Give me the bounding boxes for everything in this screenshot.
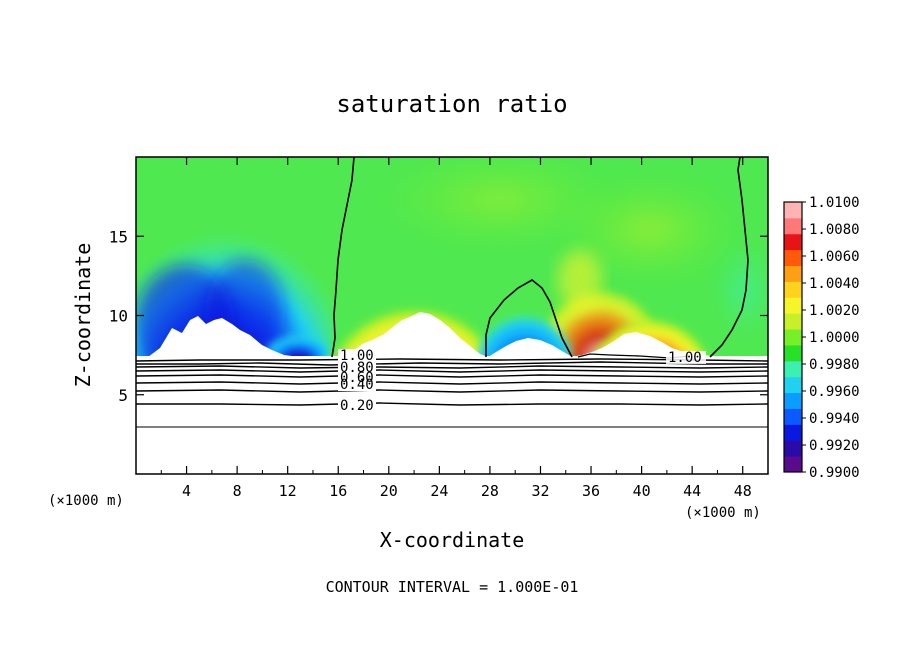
colorbar-label: 0.9980 xyxy=(809,357,860,373)
terrain-contours xyxy=(136,358,768,428)
field-light-green-patch xyxy=(380,157,620,250)
colorbar-swatch xyxy=(784,297,802,314)
y-tick-label: 10 xyxy=(109,307,128,326)
contour-line xyxy=(136,381,768,385)
colorbar-swatch xyxy=(784,217,802,235)
contour-label: 1.00 xyxy=(340,348,374,364)
x-tick-label: 36 xyxy=(582,482,600,500)
x-tick-label: 8 xyxy=(233,482,242,500)
colorbar-swatch xyxy=(784,233,802,251)
contour-label-bg xyxy=(338,379,376,391)
x-tick-label: 44 xyxy=(683,482,701,500)
contour-line xyxy=(136,389,768,393)
contour-label: 1.00 xyxy=(668,350,702,366)
y-axis-label: Z-coordinate xyxy=(71,243,95,388)
colorbar: 1.0100 1.0080 1.0060 1.0040 1.0020 1.0000 0.99… xyxy=(783,195,860,481)
colorbar-swatch xyxy=(784,265,802,282)
colorbar-label: 1.0000 xyxy=(809,330,860,346)
x-tick-label: 24 xyxy=(430,482,448,500)
colorbar-label: 0.9920 xyxy=(809,438,860,454)
ground-fill xyxy=(136,356,768,474)
colorbar-swatch xyxy=(784,329,802,346)
colorbar-label: 0.9900 xyxy=(809,465,860,481)
x-tick-label: 20 xyxy=(380,482,398,500)
colorbar-label: 1.0020 xyxy=(809,303,860,319)
colorbar-label: 0.9960 xyxy=(809,384,860,400)
contour-label: 0.80 xyxy=(340,360,374,376)
x-unit-label-left: (×1000 m) xyxy=(48,493,124,509)
yellow-patch xyxy=(558,250,602,310)
x-tick-label: 28 xyxy=(481,482,499,500)
plot-area xyxy=(136,157,768,474)
x-tick-label: 48 xyxy=(734,482,752,500)
field-light-green-patch xyxy=(560,175,740,285)
colorbar-swatch xyxy=(784,344,802,362)
colorbar-swatch xyxy=(784,281,802,298)
x-tick-label: 4 xyxy=(182,482,191,500)
chart-title: saturation ratio xyxy=(336,90,567,118)
colorbar-swatch xyxy=(784,440,802,457)
colorbar-swatch xyxy=(784,360,802,378)
y-tick-label: 15 xyxy=(109,227,128,246)
colorbar-swatch xyxy=(784,313,802,330)
contour-label: 0.60 xyxy=(340,370,374,386)
contour-label-bg xyxy=(338,398,376,410)
contour-line-1-00 xyxy=(485,279,573,358)
colorbar-swatch xyxy=(784,456,802,473)
x-tick-label: 12 xyxy=(279,482,297,500)
contour-label-bg xyxy=(338,349,376,361)
colorbar-swatch xyxy=(784,408,802,425)
colorbar-label: 1.0100 xyxy=(809,195,860,211)
contour-label: 0.40 xyxy=(340,377,374,393)
x-tick-label: 16 xyxy=(329,482,347,500)
contour-line-1-00 xyxy=(709,157,749,358)
contour-line xyxy=(136,369,768,373)
y-axis: 5 10 15 xyxy=(109,227,768,405)
contour-label-bg xyxy=(666,351,706,364)
contour-label-bg xyxy=(338,362,376,374)
contour-label: 0.20 xyxy=(340,398,374,414)
colorbar-label: 1.0040 xyxy=(809,276,860,292)
x-tick-label: 40 xyxy=(633,482,651,500)
y-tick-label: 5 xyxy=(118,386,128,405)
x-axis-label: X-coordinate xyxy=(380,528,525,552)
colorbar-label: 1.0080 xyxy=(809,222,860,238)
colorbar-swatch xyxy=(784,202,802,219)
contour-line xyxy=(136,374,768,378)
contour-interval-note: CONTOUR INTERVAL = 1.000E-01 xyxy=(326,578,579,596)
colorbar-swatch xyxy=(784,424,802,441)
x-unit-label-right: (×1000 m) xyxy=(685,505,761,521)
field-teal-patch xyxy=(705,230,768,350)
contour-line xyxy=(136,402,768,406)
colorbar-swatch xyxy=(784,392,802,409)
colorbar-swatch xyxy=(784,376,802,394)
contour-line xyxy=(136,365,768,369)
x-axis: 4 8 12 16 20 24 28 32 36 40 44 48 xyxy=(160,157,752,500)
contour-line-1-00 xyxy=(331,157,355,358)
x-tick-label: 32 xyxy=(531,482,549,500)
colorbar-swatch xyxy=(784,249,802,267)
colorbar-label: 0.9940 xyxy=(809,411,860,427)
colorbar-label: 1.0060 xyxy=(809,249,860,265)
